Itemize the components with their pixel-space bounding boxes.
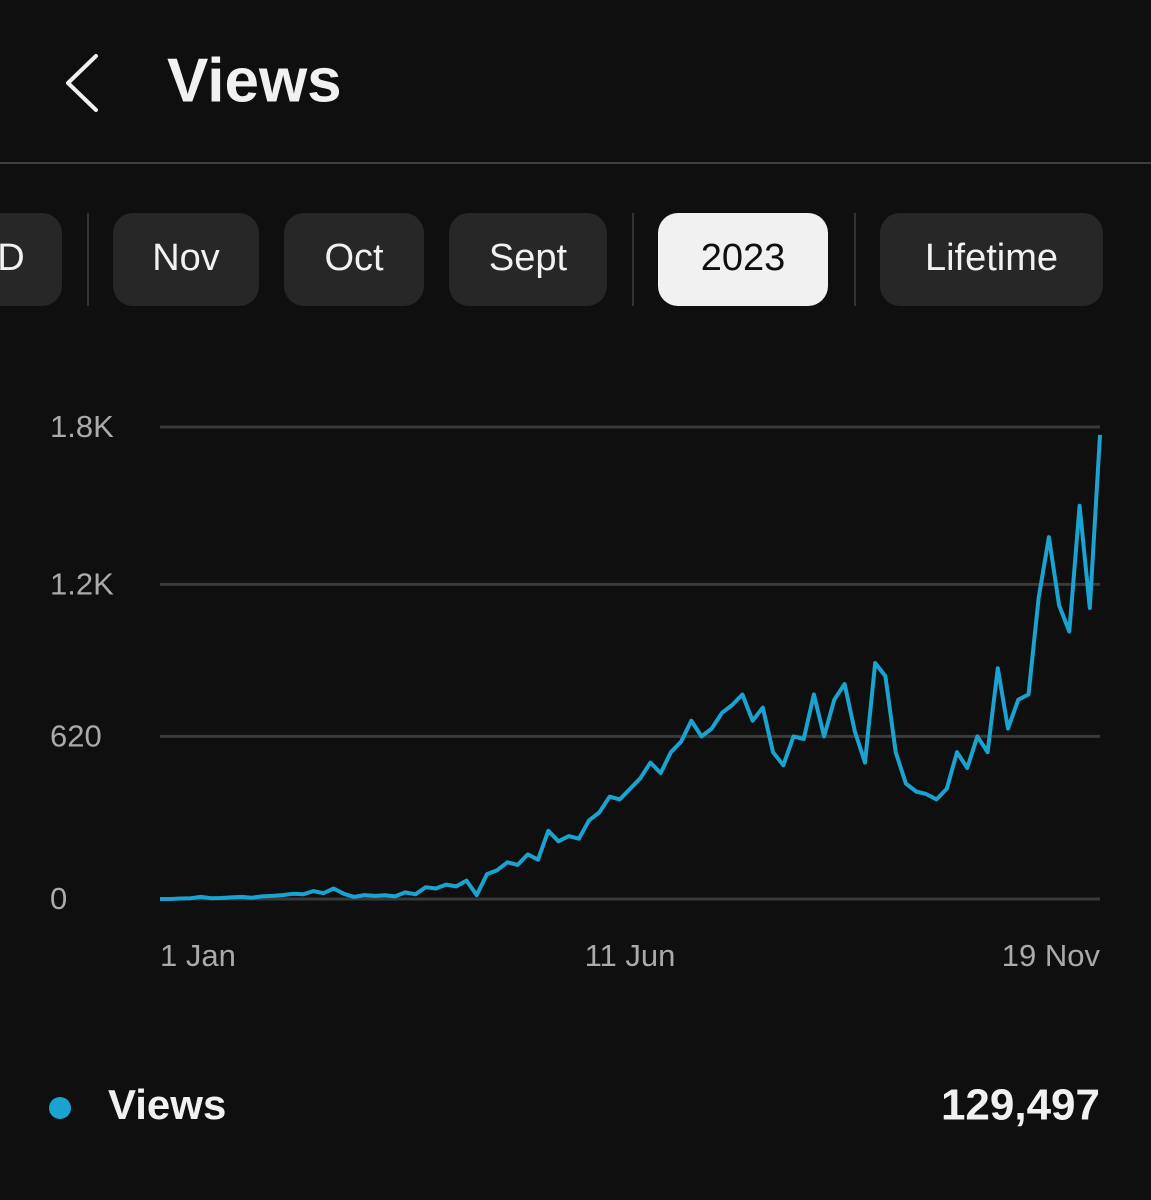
page-title: Views [167, 46, 342, 115]
tab[interactable]: Oct [284, 213, 424, 306]
legend-marker [49, 1097, 71, 1119]
tab[interactable]: D [0, 213, 62, 306]
x-tick-label: 1 Jan [160, 938, 236, 973]
data-line [160, 434, 1102, 901]
tab-background [113, 213, 259, 306]
tab[interactable]: Sept [449, 213, 607, 306]
x-tick-label: 19 Nov [1002, 938, 1101, 973]
tab-label: Sept [489, 237, 568, 279]
x-tick-label: 11 Jun [585, 938, 676, 973]
tab[interactable]: 2023 [658, 213, 828, 306]
tab-label: Nov [152, 237, 220, 279]
tab-bar: D Nov Oct Sept 2023 Lifetime [0, 213, 1103, 306]
y-tick-label: 1.2K [50, 567, 114, 602]
tab-background [0, 213, 62, 306]
legend-label: Views [108, 1081, 226, 1128]
tab-background [658, 213, 828, 306]
tab[interactable]: Nov [113, 213, 259, 306]
tab-label: Oct [324, 237, 384, 279]
tab-background [880, 213, 1103, 306]
y-tick-label: 0 [50, 881, 67, 916]
y-tick-label: 1.8K [50, 409, 114, 444]
back-button[interactable] [66, 54, 98, 112]
tab-label: D [0, 237, 25, 279]
tab-label: Lifetime [925, 237, 1058, 279]
total-value: 129,497 [941, 1081, 1100, 1130]
tab-label: 2023 [701, 237, 786, 279]
tab[interactable]: Lifetime [880, 213, 1103, 306]
tab-background [284, 213, 424, 306]
chart: 0 620 1.2K 1.8K 1 Jan 11 Jun 19 Nov [50, 409, 1102, 973]
y-tick-label: 620 [50, 719, 102, 754]
tab-background [449, 213, 607, 306]
